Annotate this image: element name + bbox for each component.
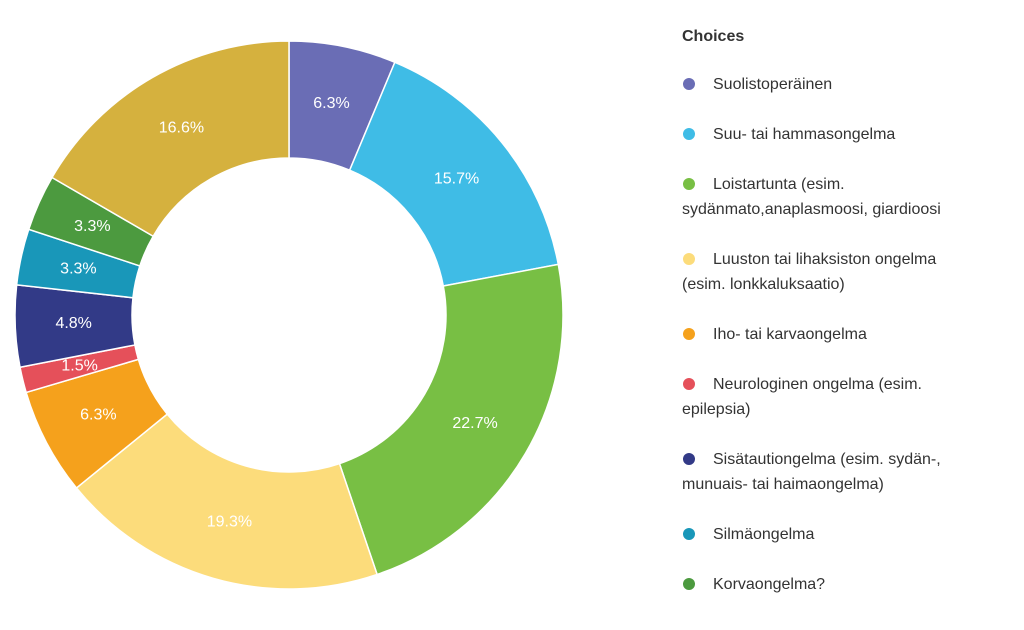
legend-label: Iho- tai karvaongelma (713, 326, 867, 343)
legend-swatch (683, 78, 695, 90)
legend-label: Suu- tai hammasongelma (713, 126, 896, 143)
legend-item: Korvaongelma? (682, 572, 972, 597)
data-label: 6.3% (313, 95, 349, 112)
legend-swatch (683, 378, 695, 390)
legend-item: Silmäongelma (682, 522, 972, 547)
legend-swatch (683, 128, 695, 140)
legend-item: Loistartunta (esim. sydänmato,anaplasmoo… (682, 172, 972, 222)
legend-label: Korvaongelma? (713, 576, 826, 593)
legend-swatch (683, 253, 695, 265)
legend-label: Sisätautiongelma (esim. sydän-, munuais-… (682, 451, 941, 493)
data-label: 6.3% (80, 407, 116, 424)
data-label: 19.3% (207, 513, 252, 530)
legend-item: Suolistoperäinen (682, 72, 972, 97)
data-label: 3.3% (60, 260, 96, 277)
legend-label: Silmäongelma (713, 526, 815, 543)
legend-item: Iho- tai karvaongelma (682, 322, 972, 347)
legend-item: Neurologinen ongelma (esim. epilepsia) (682, 372, 972, 422)
chart: 6.3% 15.7% 22.7% 19.3% 6.3% 1.5% 4.8% 3.3% 3.3% 1… (14, 40, 564, 590)
legend-swatch (683, 178, 695, 190)
legend-label: Neurologinen ongelma (esim. epilepsia) (682, 376, 922, 418)
slice (50, 40, 290, 238)
legend-item: Sisätautiongelma (esim. sydän-, munuais-… (682, 447, 972, 497)
legend-item: Luuston tai lihaksiston ongelma (esim. l… (682, 247, 972, 297)
legend-label: Loistartunta (esim. sydänmato,anaplasmoo… (682, 176, 941, 218)
data-label: 22.7% (452, 415, 497, 432)
data-label: 1.5% (61, 357, 97, 374)
legend-swatch (683, 578, 695, 590)
data-label: 16.6% (159, 119, 204, 136)
legend-label: Suolistoperäinen (713, 76, 833, 93)
legend-label: Luuston tai lihaksiston ongelma (esim. l… (682, 251, 937, 293)
data-label: 3.3% (74, 218, 110, 235)
slice (338, 263, 564, 576)
legend: Choices Suolistoperäinen Suu- tai hammaso… (682, 28, 972, 622)
data-label: 15.7% (434, 171, 479, 188)
slice (75, 413, 379, 590)
legend-swatch (683, 528, 695, 540)
legend-swatch (683, 453, 695, 465)
legend-title: Choices (682, 28, 745, 45)
slice (348, 61, 560, 287)
legend-swatch (683, 328, 695, 340)
data-label: 4.8% (55, 315, 91, 332)
legend-item: Suu- tai hammasongelma (682, 122, 972, 147)
